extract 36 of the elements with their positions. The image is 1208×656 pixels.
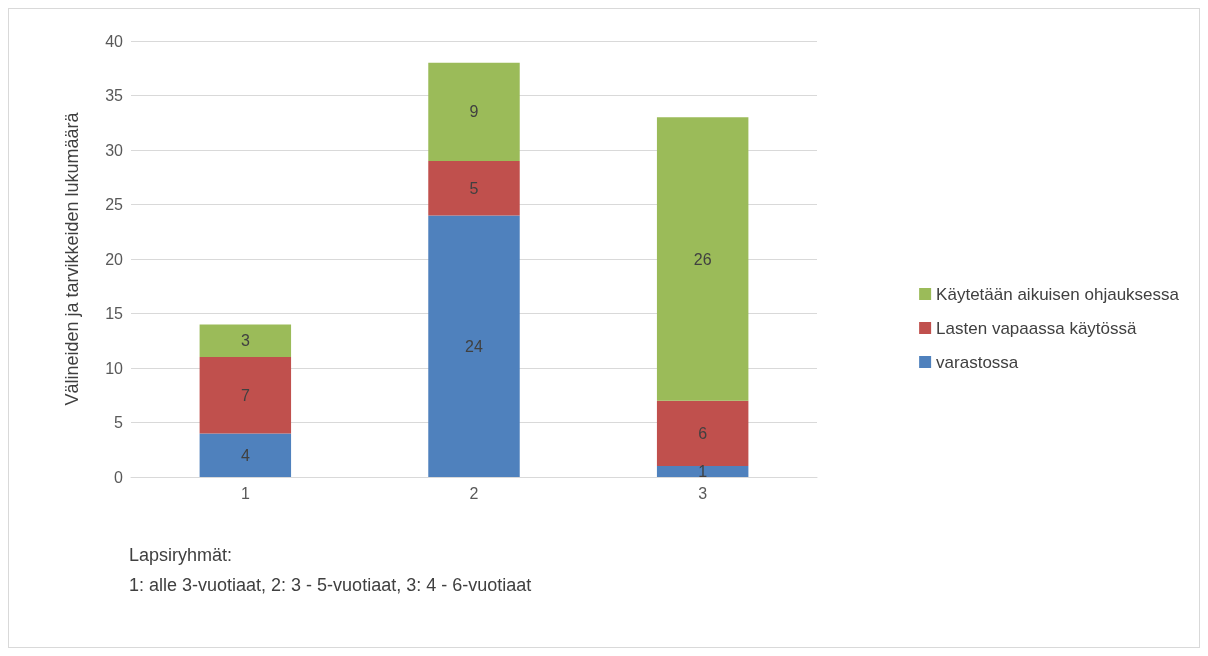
y-tick-label: 40 (105, 32, 124, 50)
x-tick-label: 1 (240, 484, 250, 502)
x-tick-label: 2 (469, 484, 479, 502)
y-tick-label: 20 (105, 250, 124, 268)
text: 1: alle 3-vuotiaat, 2: 3 - 5-vuotiaat, 3: 4 - 6-vuotiaat (129, 575, 532, 595)
data-label: 3 (240, 332, 250, 350)
bar (199, 357, 292, 434)
legend-label: Käytetään aikuisen ohjauksessa (936, 284, 1180, 304)
y-tick-label: 35 (105, 87, 124, 104)
y-tick-label: 30 (105, 141, 124, 159)
data-label: 24 (465, 337, 483, 355)
data-label: 6 (698, 424, 708, 442)
bar (199, 324, 292, 358)
y-axis-title: Välineiden ja tarvikkeiden lukumäärä (62, 111, 82, 406)
bar (199, 433, 292, 477)
data-label: 4 (240, 446, 250, 464)
bar (428, 215, 520, 477)
x-tick-label: 3 (698, 484, 708, 502)
y-tick-label: 25 (105, 196, 124, 213)
data-label: 26 (693, 250, 712, 268)
data-label: 1 (698, 463, 708, 481)
y-tick-label: 15 (105, 305, 124, 322)
bar (428, 160, 520, 216)
legend-label: varastossa (936, 352, 1019, 372)
data-label: 7 (240, 386, 250, 404)
y-tick-label: 0 (114, 468, 124, 486)
bar (656, 400, 749, 467)
bar (656, 466, 749, 477)
data-label: 5 (469, 179, 479, 197)
bar (428, 62, 520, 161)
text: Lapsiryhmät: (129, 545, 233, 565)
y-tick-label: 5 (114, 414, 124, 431)
legend-label: Lasten vapaassa käytössä (936, 318, 1138, 338)
data-label: 9 (469, 103, 479, 121)
bar (656, 117, 749, 401)
y-tick-label: 10 (105, 359, 124, 377)
